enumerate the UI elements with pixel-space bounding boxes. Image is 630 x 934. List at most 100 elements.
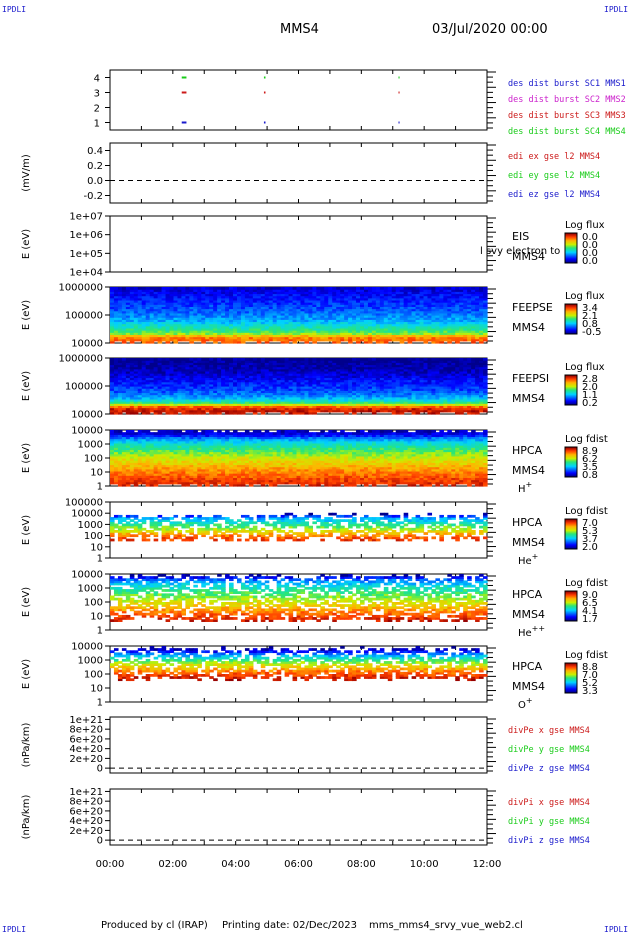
spectrogram-cell — [197, 403, 202, 406]
spectrogram-cell — [387, 366, 393, 370]
spectrogram-cell — [113, 409, 119, 413]
spectrogram-cell — [371, 377, 377, 381]
spectrogram-cell — [300, 327, 306, 331]
spectrogram-cell — [240, 327, 246, 331]
spectrogram-cell — [463, 336, 468, 340]
spectrogram-cell — [340, 370, 345, 374]
spectrogram-cell — [284, 407, 290, 411]
spectrogram-cell — [177, 310, 183, 314]
spectrogram-cell — [189, 319, 194, 323]
spectrogram-cell — [280, 302, 286, 305]
spectrogram-cell — [209, 306, 214, 310]
spectrogram-cell — [157, 317, 163, 320]
spectrogram-cell — [129, 323, 135, 327]
spectrogram-cell — [483, 319, 488, 323]
spectrogram-cell — [467, 330, 472, 333]
spectrogram-cell — [117, 310, 123, 314]
spectrogram-cell — [316, 327, 321, 331]
spectrogram-cell — [133, 392, 139, 396]
spectrogram-cell — [165, 407, 171, 411]
spectrogram-cell — [352, 403, 357, 406]
spectrogram-cell — [328, 394, 333, 398]
spectrogram-cell — [165, 390, 171, 394]
spectrogram-cell — [407, 325, 413, 329]
spectrogram-cell — [113, 304, 119, 307]
spectrogram-cell — [149, 362, 155, 366]
spectrogram-cell — [125, 293, 131, 297]
spectrogram-cell — [129, 319, 135, 323]
spectrogram-cell — [308, 386, 313, 389]
spectrogram-cell — [360, 409, 365, 413]
spectrogram-cell — [332, 392, 337, 396]
spectrogram-cell — [153, 392, 159, 396]
spectrogram-cell — [427, 289, 433, 292]
spectrogram-cell — [113, 405, 119, 409]
spectrogram-cell — [209, 386, 214, 389]
spectrogram-cell — [248, 390, 254, 394]
panel-frame-1 — [109, 142, 488, 204]
spectrogram-cell — [236, 315, 242, 318]
spectrogram-cell — [471, 299, 476, 303]
spectrogram-cell — [316, 386, 321, 389]
spectrogram-cell — [328, 370, 333, 374]
spectrogram-cell — [447, 388, 452, 391]
spectrogram-cell — [177, 396, 183, 400]
spectrogram-cell — [153, 287, 159, 290]
spectrogram-cell — [387, 317, 393, 320]
spectrogram-cell — [383, 386, 389, 389]
spectrogram-cell — [229, 330, 234, 333]
spectrogram-cell — [363, 401, 369, 404]
spectrogram-cell — [165, 388, 171, 391]
spectrogram-cell — [121, 409, 127, 413]
spectrogram-cell — [153, 398, 159, 402]
spectrogram-cell — [332, 334, 337, 338]
spectrogram-cell — [217, 401, 222, 404]
spectrogram-cell — [403, 409, 409, 413]
spectrogram-cell — [209, 315, 214, 318]
spectrogram-cell — [367, 386, 373, 389]
spectrogram-cell — [300, 293, 306, 297]
spectrogram-cell — [423, 360, 429, 363]
spectrogram-cell — [292, 411, 298, 415]
spectrogram-cell — [225, 379, 230, 383]
spectrogram-cell — [415, 377, 421, 381]
spectrogram-cell — [459, 295, 464, 299]
colorbar-cell — [565, 324, 577, 326]
spectrogram-cell — [407, 287, 413, 290]
spectrogram-cell — [352, 377, 357, 381]
spectrogram-cell — [260, 398, 266, 402]
spectrogram-cell — [443, 299, 448, 303]
spectrogram-cell — [117, 366, 123, 370]
spectrogram-cell — [256, 330, 262, 333]
spectrogram-cell — [209, 293, 214, 297]
spectrogram-cell — [193, 405, 198, 409]
spectrogram-cell — [344, 295, 349, 299]
spectrogram-cell — [435, 287, 440, 290]
spectrogram-cell — [316, 392, 321, 396]
spectrogram-cell — [387, 312, 393, 316]
spectrogram-cell — [264, 375, 270, 378]
spectrogram-cell — [296, 293, 302, 297]
spectrogram-cell — [332, 295, 337, 299]
spectrogram-cell — [459, 302, 464, 305]
spectrogram-cell — [348, 383, 353, 387]
legend-entry: edi ez gse l2 MMS4 — [508, 190, 600, 200]
spectrogram-cell — [125, 319, 131, 323]
spectrogram-cell — [209, 377, 214, 381]
spectrogram-cell — [423, 390, 429, 394]
spectrogram-cell — [221, 358, 226, 361]
spectrogram-cell — [233, 392, 238, 396]
spectrogram-cell — [296, 295, 302, 299]
spectrogram-cell — [308, 336, 313, 340]
spectrogram-cell — [233, 299, 238, 303]
spectrogram-cell — [427, 390, 433, 394]
spectrogram-cell — [213, 340, 218, 344]
panel-frame-2 — [109, 215, 488, 273]
spectrogram-cell — [407, 336, 413, 340]
spectrogram-cell — [181, 334, 186, 338]
spectrogram-cell — [312, 304, 317, 307]
colorbar-cell — [565, 259, 577, 261]
spectrogram-cell — [308, 304, 313, 307]
spectrogram-cell — [383, 295, 389, 299]
spectrogram-cell — [292, 340, 298, 344]
